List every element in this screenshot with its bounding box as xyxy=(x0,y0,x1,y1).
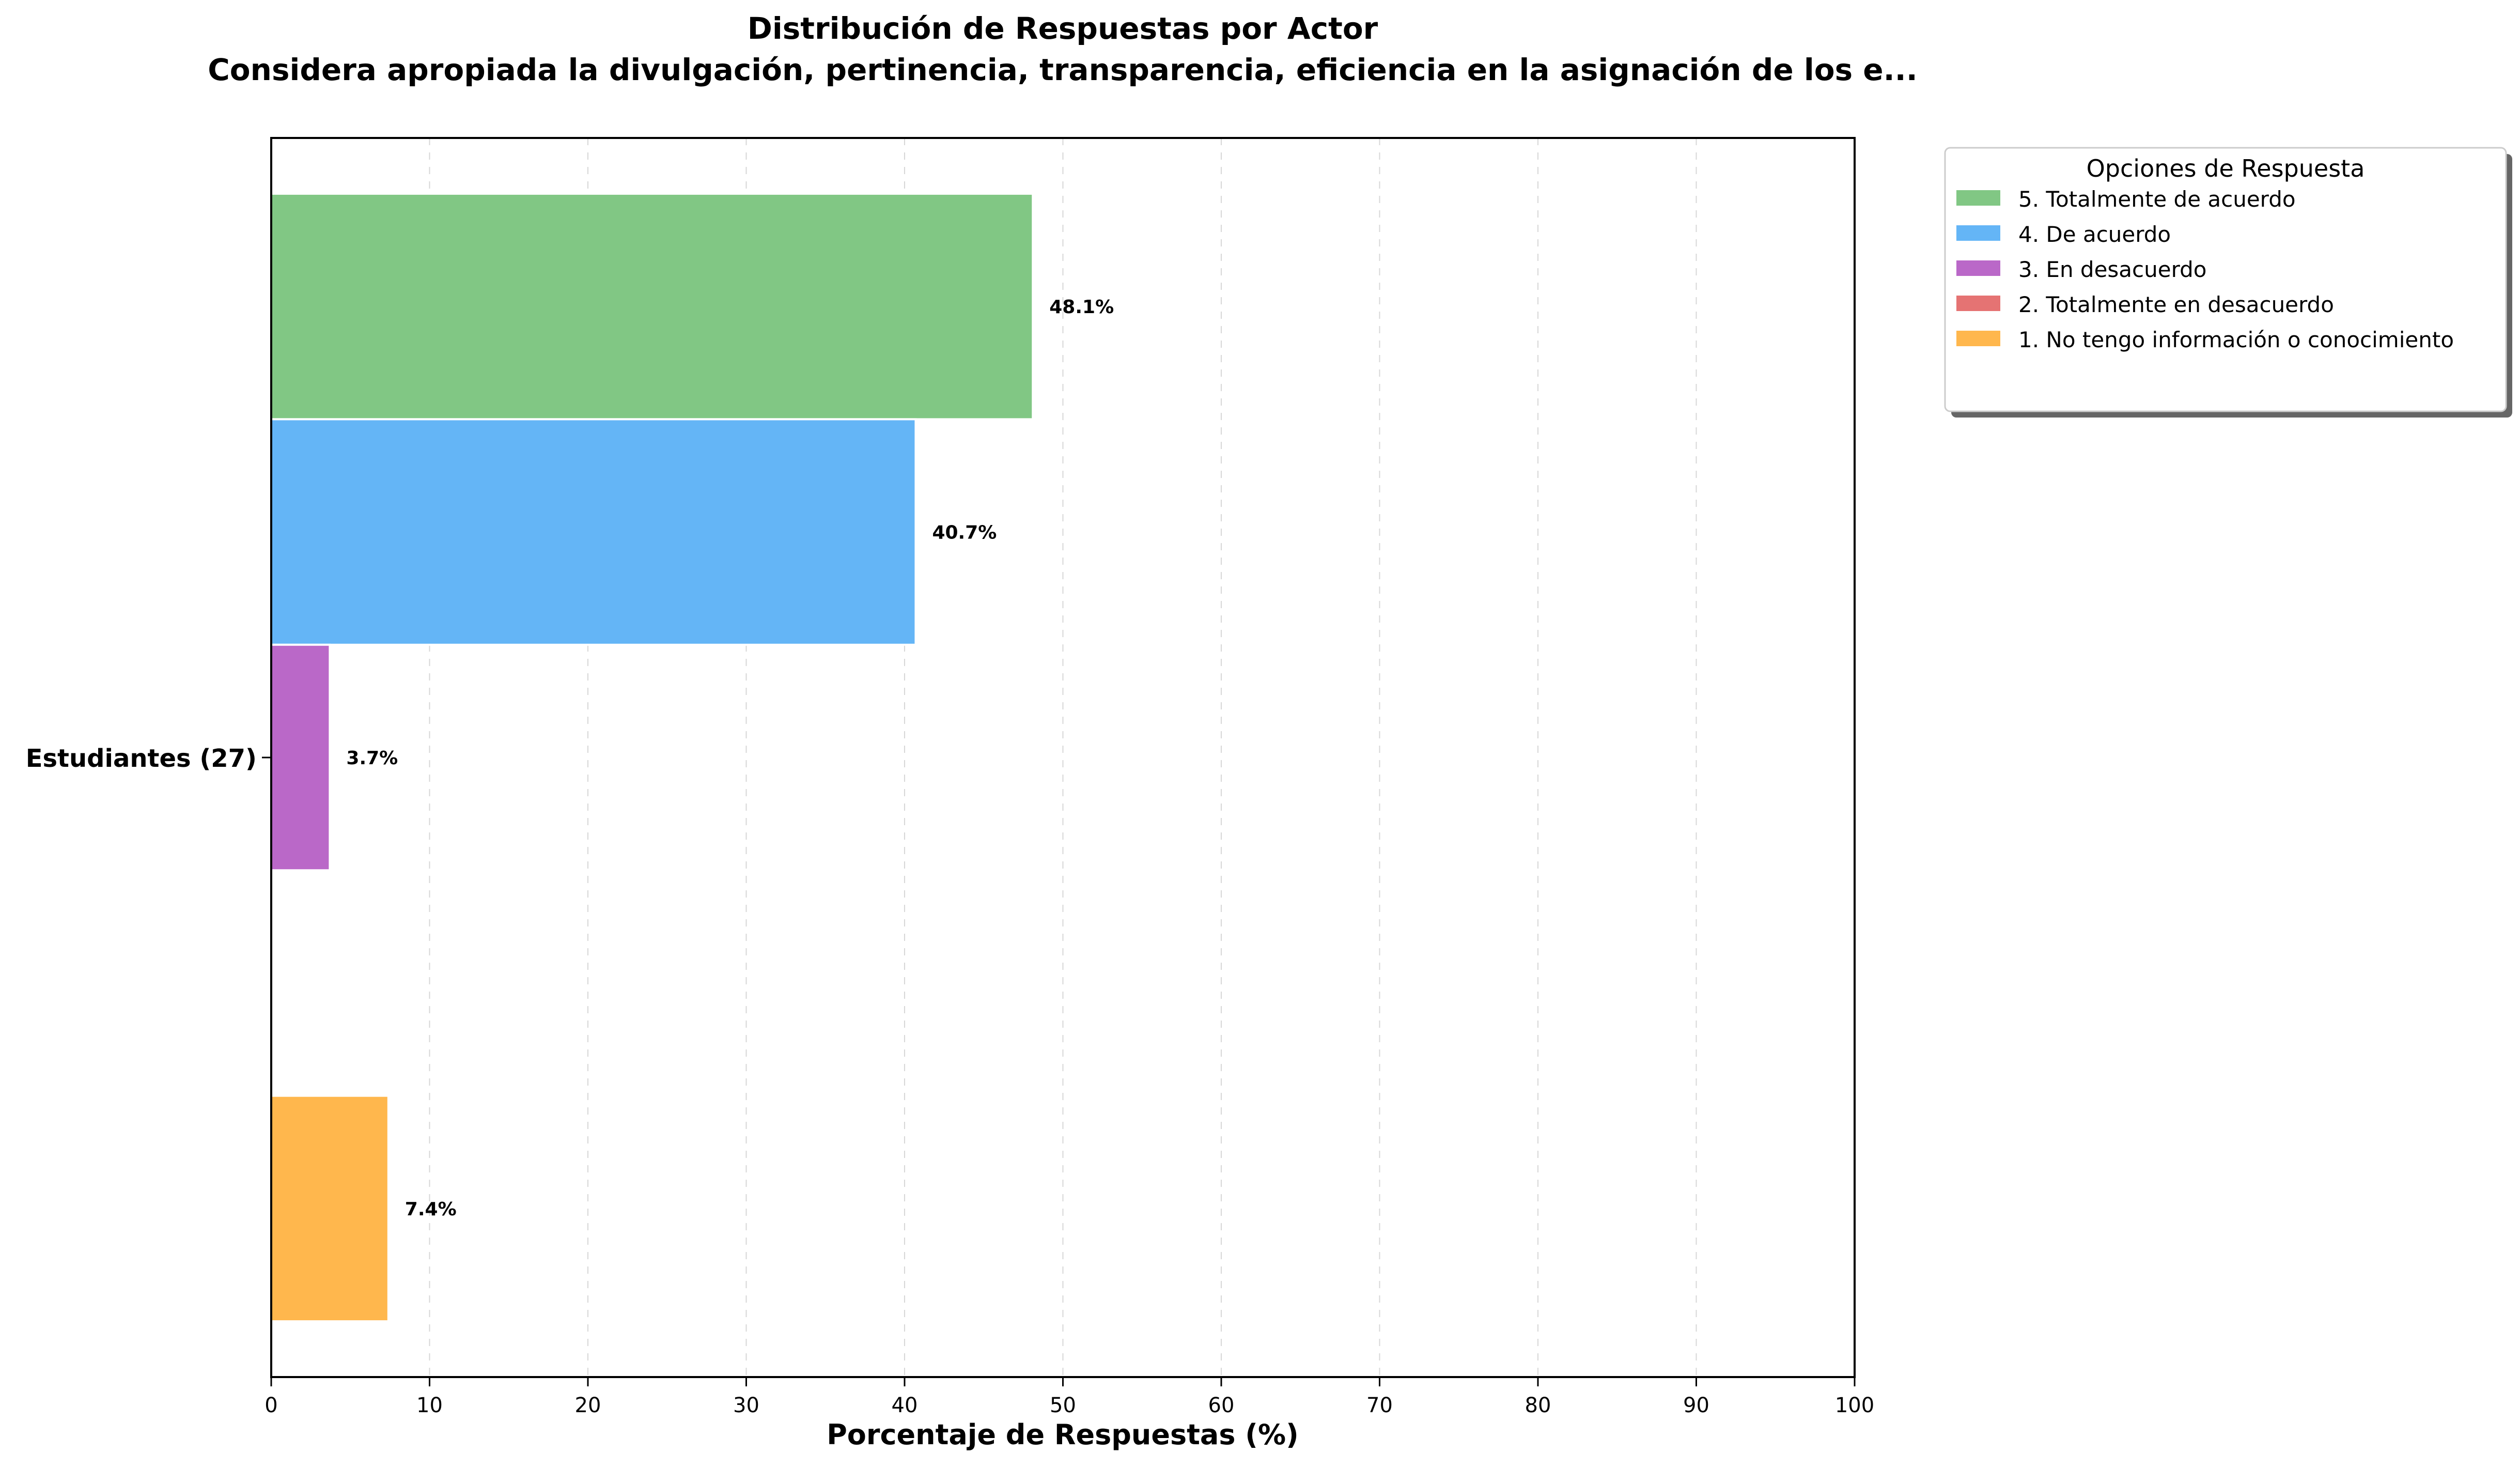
chart-subtitle: Considera apropiada la divulgación, pert… xyxy=(208,52,1918,87)
bar-labels: 48.1% 40.7% 3.7% 7.4% xyxy=(346,297,1114,1220)
x-tick-label: 80 xyxy=(1525,1394,1551,1417)
bar xyxy=(270,192,1034,421)
bar-value-label: 3.7% xyxy=(346,748,398,769)
x-tick-label: 20 xyxy=(575,1394,601,1417)
legend-items: 5. Totalmente de acuerdo 4. De acuerdo 3. … xyxy=(1956,187,2454,352)
legend: Opciones de Respuesta 5. Totalmente de a… xyxy=(1944,147,2512,418)
x-tick-label: 70 xyxy=(1366,1394,1393,1417)
bar xyxy=(270,418,917,646)
legend-swatch xyxy=(1956,225,2000,241)
legend-swatch xyxy=(1956,190,2000,206)
x-tick-label: 60 xyxy=(1208,1394,1235,1417)
x-tick-label: 10 xyxy=(416,1394,443,1417)
x-tick-label: 40 xyxy=(892,1394,918,1417)
legend-box xyxy=(1944,147,2507,412)
x-tick-label: 90 xyxy=(1683,1394,1709,1417)
y-axis-categories: Estudiantes (27) xyxy=(26,744,271,773)
x-tick-label: 30 xyxy=(733,1394,759,1417)
legend-label: 3. En desacuerdo xyxy=(2018,257,2207,282)
legend-swatch xyxy=(1956,331,2000,346)
x-axis-ticks: 0 10 20 30 40 50 60 70 80 90 100 xyxy=(265,1377,1874,1417)
x-axis-label: Porcentaje de Respuestas (%) xyxy=(827,1418,1299,1451)
x-tick-label: 100 xyxy=(1835,1394,1874,1417)
legend-label: 4. De acuerdo xyxy=(2018,222,2171,247)
bar xyxy=(270,643,331,872)
bar xyxy=(270,1094,390,1323)
legend-label: 2. Totalmente en desacuerdo xyxy=(2018,292,2334,317)
x-tick-label: 50 xyxy=(1050,1394,1076,1417)
legend-swatch xyxy=(1956,296,2000,311)
legend-title: Opciones de Respuesta xyxy=(2087,154,2365,182)
x-tick-label: 0 xyxy=(265,1394,277,1417)
legend-swatch xyxy=(1956,260,2000,276)
bar-value-label: 7.4% xyxy=(405,1199,457,1220)
bars xyxy=(270,192,1034,1323)
legend-label: 5. Totalmente de acuerdo xyxy=(2018,187,2296,212)
legend-label: 1. No tengo información o conocimiento xyxy=(2018,327,2454,352)
bar-value-label: 40.7% xyxy=(932,522,997,544)
y-tick-label: Estudiantes (27) xyxy=(26,744,257,773)
bar-value-label: 48.1% xyxy=(1049,297,1114,318)
chart-title: Distribución de Respuestas por Actor xyxy=(748,11,1378,46)
